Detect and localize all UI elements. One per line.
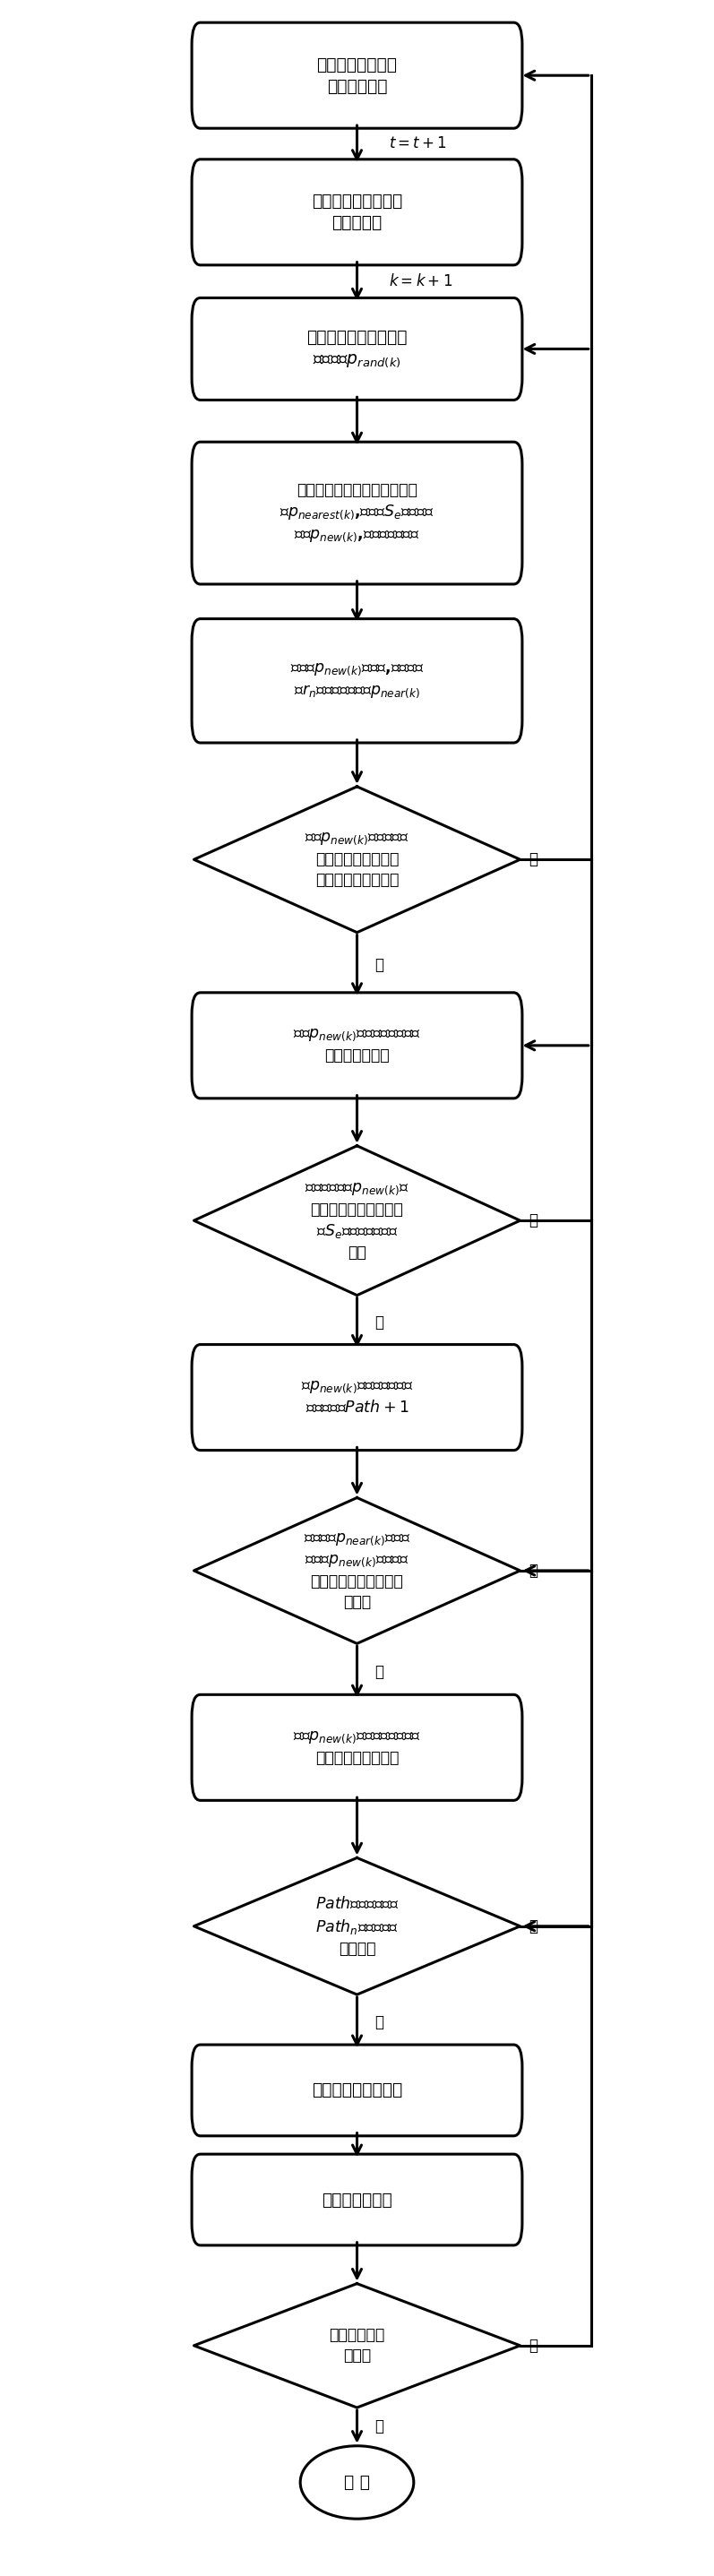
Text: 更改$p_{new(k)}$为父节点为并更新
相应节点的代价函数: 更改$p_{new(k)}$为父节点为并更新 相应节点的代价函数 [293, 1728, 421, 1765]
Text: $t=t+1$: $t=t+1$ [389, 137, 447, 152]
FancyBboxPatch shape [192, 1345, 522, 1450]
Text: 是否到达目标
位置？: 是否到达目标 位置？ [329, 2326, 385, 2365]
Text: $k=k+1$: $k=k+1$ [389, 273, 453, 289]
FancyBboxPatch shape [192, 299, 522, 399]
FancyBboxPatch shape [192, 2045, 522, 2136]
Text: 否: 否 [528, 2336, 538, 2354]
Text: 是: 是 [375, 1664, 383, 1680]
Text: 选择最好的生成路径: 选择最好的生成路径 [311, 2081, 403, 2099]
Text: 停 止: 停 止 [344, 2473, 370, 2491]
Text: 否: 否 [528, 1564, 538, 1579]
Text: 在搜索树中寻找距离最近的节
点$p_{nearest(k)}$,以步长$S_e$取扩展出
新点$p_{new(k)}$,计算其代价函数: 在搜索树中寻找距离最近的节 点$p_{nearest(k)}$,以步长$S_e$… [280, 482, 434, 544]
Text: 否: 否 [528, 1213, 538, 1229]
FancyBboxPatch shape [192, 1695, 522, 1801]
Text: 地图上依据评估概率随
机选取点$p_{rand(k)}$: 地图上依据评估概率随 机选取点$p_{rand(k)}$ [306, 330, 408, 368]
Polygon shape [194, 1146, 520, 1296]
Polygon shape [194, 786, 520, 933]
FancyBboxPatch shape [192, 443, 522, 585]
Text: 测试$p_{new(k)}$若以这些节
点为父节点是否会得
到更小的代价函数？: 测试$p_{new(k)}$若以这些节 点为父节点是否会得 到更小的代价函数？ [305, 832, 409, 889]
Text: 是: 是 [375, 1314, 383, 1332]
Text: 建立障碍物碰撞风险
的评估概率: 建立障碍物碰撞风险 的评估概率 [311, 193, 403, 232]
Text: 机器人移动，获取
更新环境信息: 机器人移动，获取 更新环境信息 [317, 57, 397, 95]
FancyBboxPatch shape [192, 160, 522, 265]
Polygon shape [194, 1497, 520, 1643]
Text: 将$p_{new(k)}$与目标位置相连
路径计数器$Path+1$: 将$p_{new(k)}$与目标位置相连 路径计数器$Path+1$ [301, 1378, 413, 1417]
Text: $Path$大于指定数目
$Path_n$且满足不完
整约束？: $Path$大于指定数目 $Path_n$且满足不完 整约束？ [315, 1896, 399, 1955]
Text: 否: 否 [528, 1919, 538, 1935]
FancyBboxPatch shape [192, 2154, 522, 2246]
FancyBboxPatch shape [192, 992, 522, 1097]
Text: 服务机器人移动: 服务机器人移动 [322, 2192, 392, 2208]
Polygon shape [194, 1857, 520, 1994]
Text: 更改$p_{new(k)}$的父节点为并更新
节点的代价函数: 更改$p_{new(k)}$的父节点为并更新 节点的代价函数 [293, 1028, 421, 1064]
Text: 是: 是 [375, 958, 383, 974]
Text: 测试集合$p_{near(k)}$中的节
点若以$p_{new(k)}$为父节点
是否会得到更小的代价
函数？: 测试集合$p_{near(k)}$中的节 点若以$p_{new(k)}$为父节点… [303, 1530, 411, 1610]
Text: 是: 是 [375, 2014, 383, 2030]
Text: 判断新增节点$p_{new(k)}$与
目标位置的距离是否小
于$S_e$且两点无碰撞障
碍？: 判断新增节点$p_{new(k)}$与 目标位置的距离是否小 于$S_e$且两点… [305, 1180, 409, 1260]
Text: 否: 否 [528, 853, 538, 868]
Ellipse shape [301, 2445, 413, 2519]
Text: 是: 是 [375, 2419, 383, 2434]
FancyBboxPatch shape [192, 618, 522, 742]
FancyBboxPatch shape [192, 23, 522, 129]
Polygon shape [194, 2282, 520, 2409]
Text: 以新点$p_{new(k)}$为中心,寻找半径
为$r_n$内搜索树上的点$p_{near(k)}$: 以新点$p_{new(k)}$为中心,寻找半径 为$r_n$内搜索树上的点$p_… [290, 662, 424, 701]
